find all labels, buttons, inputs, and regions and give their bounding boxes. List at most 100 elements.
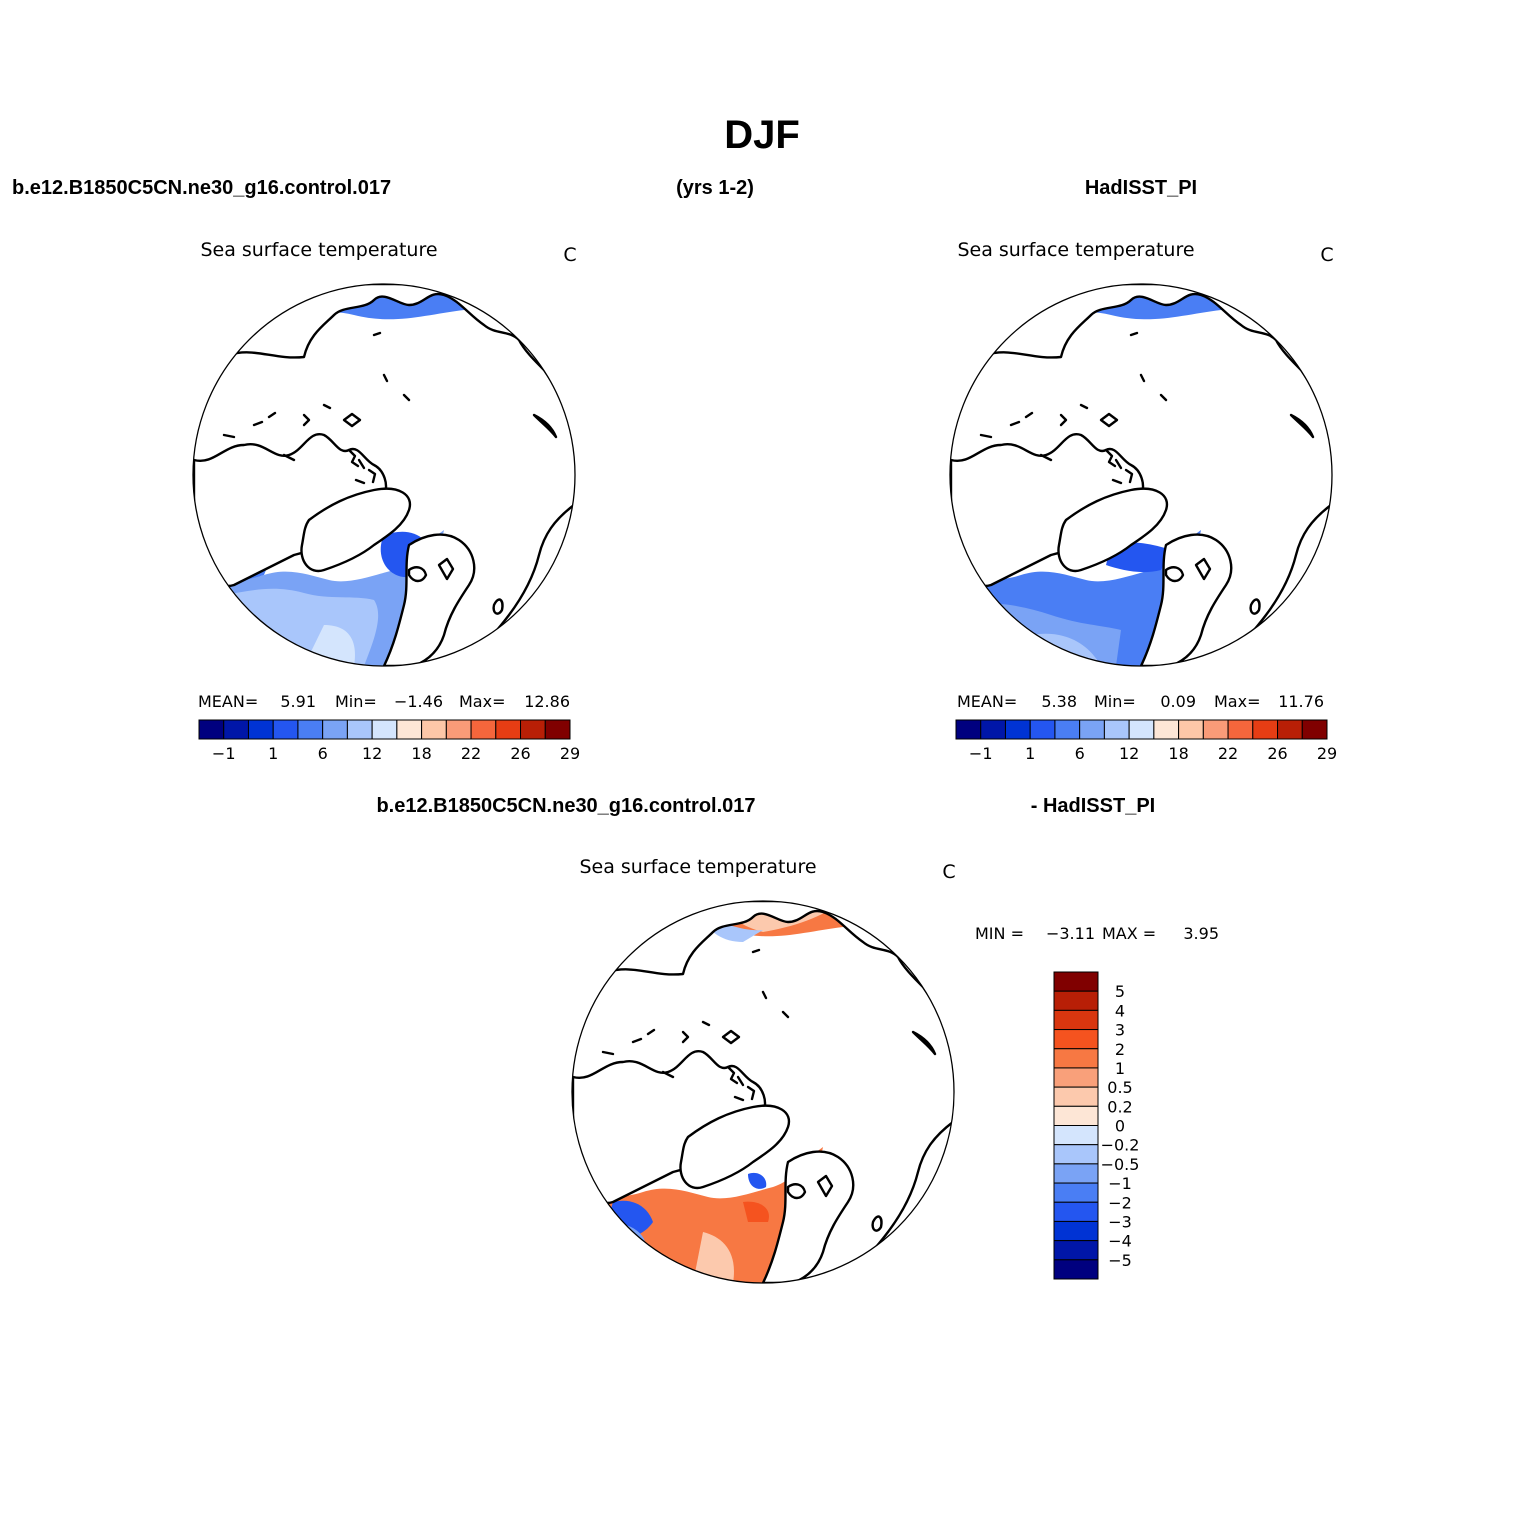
panel-model-colorbar: −1 1 6 12 18 22 26 29: [198, 719, 580, 763]
colorbar-box-7: [371, 719, 398, 740]
colorbar-box-4: [1053, 1048, 1099, 1069]
colorbar-tick-label: 3: [1115, 1021, 1125, 1040]
panel-model-min-label: Min=: [335, 692, 377, 711]
colorbar-tick-label: 1: [1025, 744, 1035, 763]
colorbar-tick-label: 29: [560, 744, 580, 763]
colorbar-tick-label: 0.2: [1107, 1097, 1132, 1116]
panel-obs-long-name: Sea surface temperature: [957, 239, 1194, 261]
panel-model-mean: 5.91: [280, 692, 316, 711]
colorbar-box-0: [198, 719, 225, 740]
colorbar-box-3: [1029, 719, 1056, 740]
colorbar-tick-label: 12: [362, 744, 382, 763]
colorbar-tick-label: 5: [1115, 982, 1125, 1001]
colorbar-box-9: [1178, 719, 1204, 740]
panel-obs-mean-label: MEAN=: [957, 692, 1017, 711]
colorbar-tick-label: −0.5: [1101, 1155, 1140, 1174]
colorbar-box-0: [955, 719, 982, 740]
panel-model-units: C: [563, 244, 576, 266]
colorbar-box-4: [1054, 719, 1081, 740]
panel-diff-long-name: Sea surface temperature: [579, 856, 816, 878]
colorbar-box-14: [1053, 1240, 1099, 1261]
colorbar-box-6: [1103, 719, 1130, 740]
colorbar-box-3: [272, 719, 299, 740]
panel-obs-min-label: Min=: [1094, 692, 1136, 711]
colorbar-box-8: [1053, 1125, 1099, 1146]
panel-model-max-label: Max=: [459, 692, 505, 711]
diff-obs-label: - HadISST_PI: [1031, 795, 1155, 817]
colorbar-box-2: [1004, 719, 1031, 740]
panel-diff-min: −3.11: [1046, 924, 1095, 943]
colorbar-tick-label: 1: [1115, 1059, 1125, 1078]
colorbar-box-2: [247, 719, 274, 740]
panel-obs-colorbar: −1 1 6 12 18 22 26 29: [955, 719, 1337, 763]
colorbar-box-14: [544, 719, 571, 740]
colorbar-box-9: [1053, 1144, 1099, 1165]
colorbar-tick-label: 18: [411, 744, 431, 763]
panel-diff-max: 3.95: [1183, 924, 1219, 943]
colorbar-tick-label: −1: [212, 744, 236, 763]
colorbar-tick-label: −1: [1108, 1174, 1132, 1193]
colorbar-box-0: [1053, 971, 1099, 992]
colorbar-box-10: [445, 719, 472, 740]
colorbar-tick-label: 0.5: [1107, 1078, 1132, 1097]
colorbar-tick-label: −1: [969, 744, 993, 763]
colorbar-tick-label: 6: [1075, 744, 1085, 763]
colorbar-tick-label: 4: [1115, 1001, 1125, 1020]
colorbar-box-10: [1202, 719, 1229, 740]
colorbar-tick-label: 22: [461, 744, 481, 763]
colorbar-tick-label: 29: [1317, 744, 1337, 763]
colorbar-box-11: [470, 719, 497, 740]
colorbar-tick-label: −5: [1108, 1251, 1132, 1270]
panel-obs: Sea surface temperature C MEAN= 5.38 Min…: [949, 239, 1337, 763]
colorbar-box-5: [322, 719, 348, 740]
panel-diff-max-label: MAX =: [1102, 924, 1156, 943]
colorbar-box-15: [1053, 1259, 1099, 1280]
colorbar-box-12: [1053, 1201, 1099, 1222]
colorbar-tick-label: −2: [1108, 1193, 1132, 1212]
colorbar-tick-label: 26: [510, 744, 530, 763]
page-title: DJF: [724, 113, 800, 157]
panel-obs-map: [949, 283, 1333, 667]
panel-model-max: 12.86: [524, 692, 570, 711]
colorbar-box-8: [396, 719, 423, 740]
colorbar-box-1: [980, 719, 1006, 740]
panel-obs-units: C: [1320, 244, 1333, 266]
panel-model: Sea surface temperature C MEAN= 5.91 Min…: [192, 239, 580, 763]
colorbar-box-12: [495, 719, 522, 740]
panel-model-map: [192, 283, 576, 667]
panel-obs-min: 0.09: [1160, 692, 1196, 711]
panel-obs-max-label: Max=: [1214, 692, 1260, 711]
panel-model-min: −1.46: [394, 692, 443, 711]
colorbar-tick-label: −0.2: [1101, 1136, 1140, 1155]
panel-obs-max: 11.76: [1278, 692, 1324, 711]
colorbar-tick-label: 1: [268, 744, 278, 763]
years-label: (yrs 1-2): [676, 177, 754, 199]
colorbar-tick-label: 6: [318, 744, 328, 763]
colorbar-tick-label: 18: [1168, 744, 1188, 763]
colorbar-box-13: [520, 719, 546, 740]
colorbar-box-6: [346, 719, 373, 740]
colorbar-tick-label: 0: [1115, 1117, 1125, 1136]
case-name-label: b.e12.B1850C5CN.ne30_g16.control.017: [12, 177, 391, 199]
panel-obs-mean: 5.38: [1041, 692, 1077, 711]
colorbar-box-5: [1079, 719, 1105, 740]
diff-case-label: b.e12.B1850C5CN.ne30_g16.control.017: [376, 795, 755, 817]
panel-model-mean-label: MEAN=: [198, 692, 258, 711]
colorbar-box-1: [1053, 990, 1099, 1011]
colorbar-box-7: [1053, 1105, 1099, 1126]
panel-diff-min-label: MIN =: [975, 924, 1024, 943]
colorbar-tick-label: 22: [1218, 744, 1238, 763]
panel-model-long-name: Sea surface temperature: [200, 239, 437, 261]
colorbar-box-8: [1153, 719, 1180, 740]
colorbar-box-5: [1053, 1067, 1099, 1088]
colorbar-box-10: [1053, 1163, 1099, 1184]
colorbar-tick-label: 26: [1267, 744, 1287, 763]
colorbar-box-14: [1301, 719, 1328, 740]
colorbar-box-2: [1053, 1009, 1099, 1031]
colorbar-tick-label: −4: [1108, 1232, 1132, 1251]
colorbar-tick-label: 12: [1119, 744, 1139, 763]
colorbar-tick-label: 2: [1115, 1040, 1125, 1059]
svg-text:MEAN=: MEAN=: [198, 692, 258, 711]
